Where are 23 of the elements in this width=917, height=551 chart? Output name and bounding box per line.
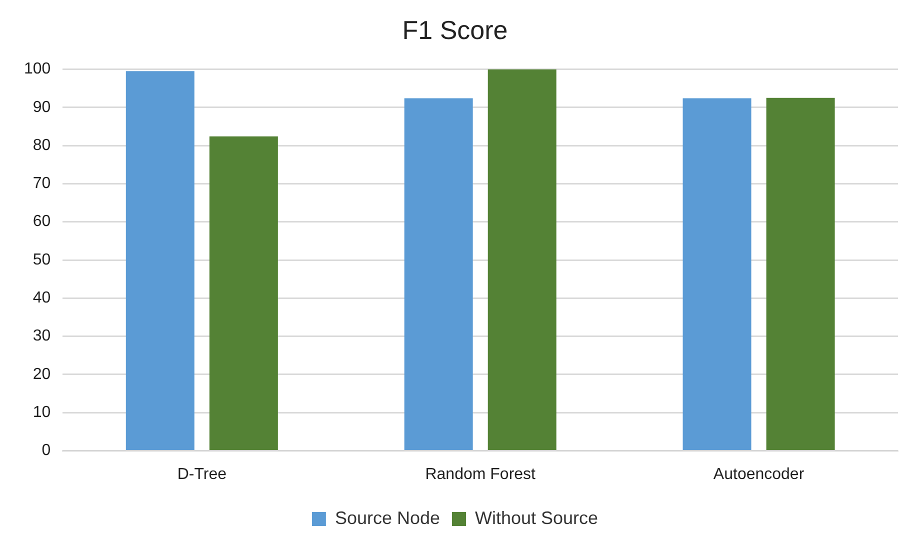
bar bbox=[126, 71, 194, 450]
legend-label: Without Source bbox=[475, 508, 598, 528]
y-tick-label: 40 bbox=[32, 290, 51, 307]
chart-title: F1 Score bbox=[402, 14, 508, 45]
y-tick-label: 30 bbox=[32, 328, 51, 345]
bar bbox=[488, 69, 556, 450]
y-tick-label: 60 bbox=[32, 213, 51, 230]
y-tick-label: 80 bbox=[32, 136, 51, 154]
y-tick-label: 90 bbox=[32, 98, 51, 116]
x-tick-label: Autoencoder bbox=[713, 466, 805, 483]
bar bbox=[404, 98, 473, 450]
y-tick-label: 20 bbox=[32, 366, 51, 383]
x-tick-label: D-Tree bbox=[177, 466, 227, 483]
y-tick-label: 70 bbox=[32, 175, 51, 192]
legend-label: Source Node bbox=[334, 508, 440, 528]
y-tick-label: 50 bbox=[32, 251, 51, 268]
y-tick-label: 10 bbox=[32, 404, 51, 422]
y-tick-label: 100 bbox=[24, 60, 51, 78]
bar bbox=[209, 136, 278, 450]
bar bbox=[682, 98, 752, 450]
y-tick-label: 0 bbox=[42, 442, 51, 460]
bar bbox=[766, 98, 835, 450]
x-tick-label: Random Forest bbox=[425, 466, 536, 483]
